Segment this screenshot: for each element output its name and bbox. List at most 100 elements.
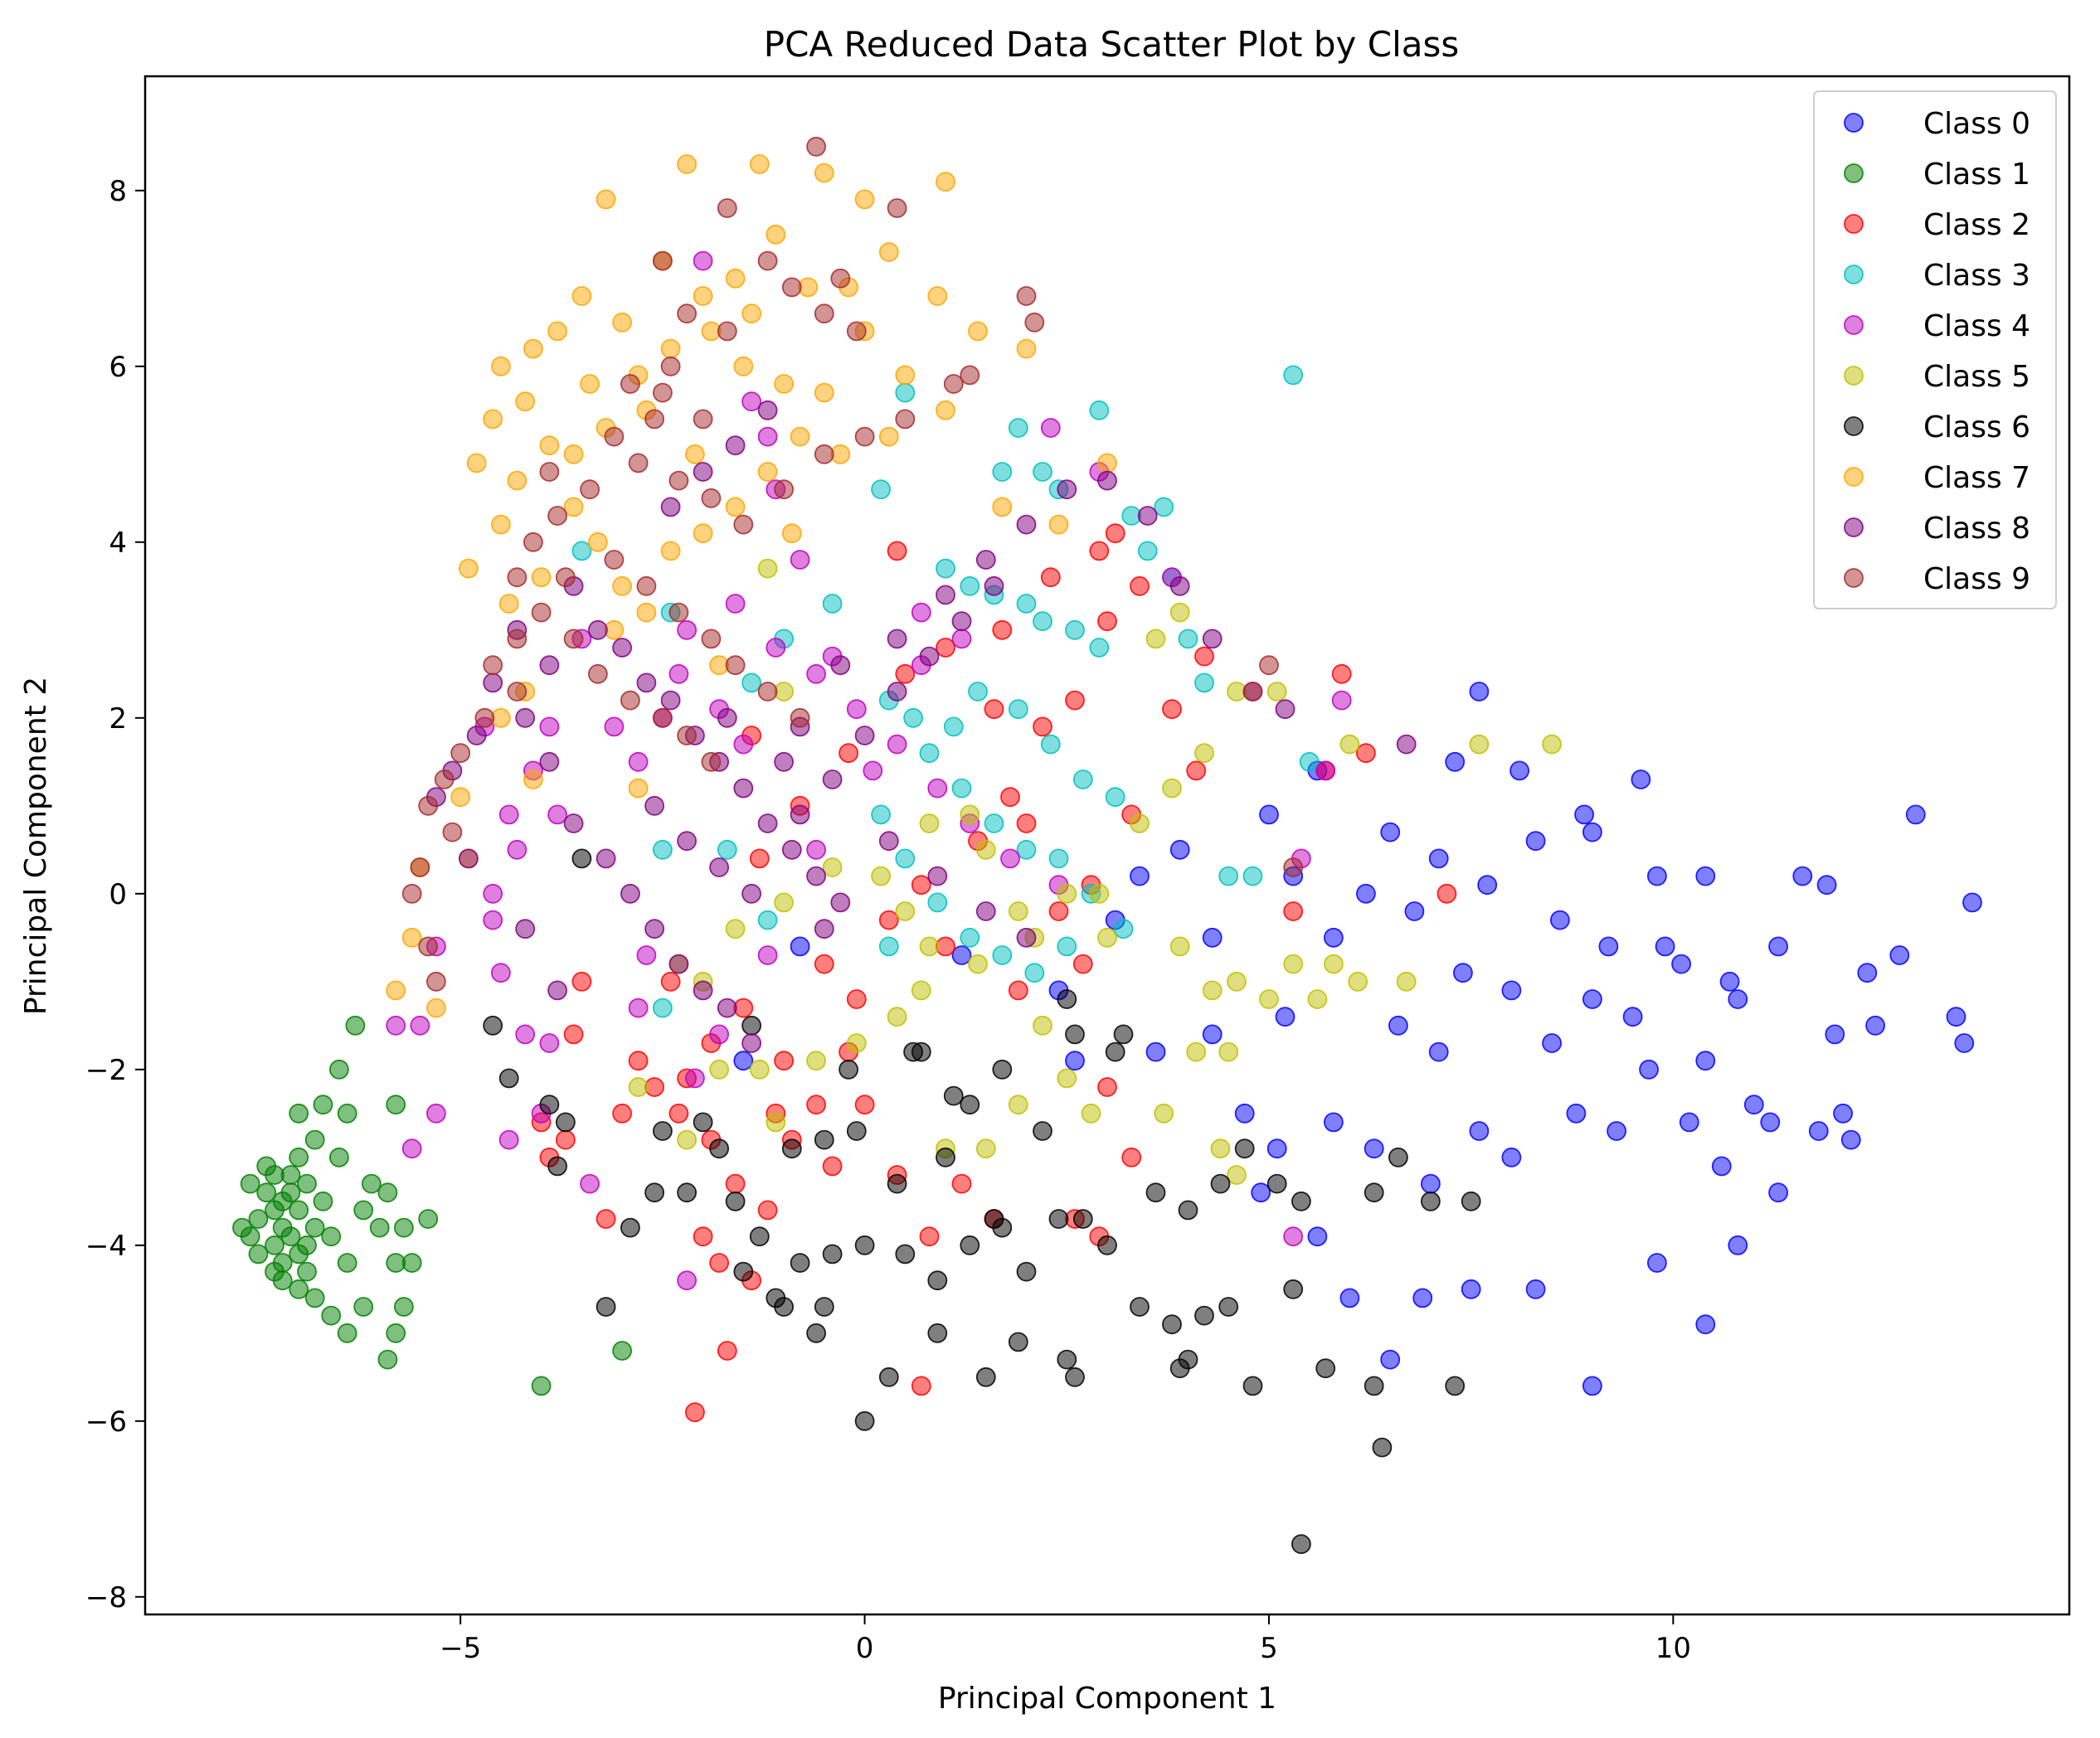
data-point [418,795,439,816]
data-point [871,804,891,825]
data-point [911,602,931,623]
data-point [248,1244,269,1265]
data-point [1768,936,1789,957]
data-point [1251,1182,1271,1203]
data-point [1072,1209,1093,1229]
data-point [1202,927,1223,948]
data-point [1833,1103,1854,1124]
data-point [741,1015,761,1036]
data-point [628,1077,649,1097]
data-point [975,1367,996,1387]
data-point [895,382,916,403]
data-point [1266,682,1287,702]
data-point [1501,980,1522,1001]
data-point [636,602,657,623]
data-point [604,716,625,737]
data-point [1040,418,1061,438]
data-point [297,1261,317,1282]
data-point [459,848,479,869]
data-point [668,470,689,491]
data-point [806,136,826,157]
data-point [1169,602,1190,623]
data-point [1016,594,1037,614]
data-point [345,1015,366,1036]
data-point [1259,655,1279,676]
data-point [790,936,810,957]
data-point [1509,760,1529,781]
data-point [426,1103,446,1124]
data-point [733,1051,754,1071]
data-point [854,189,875,210]
data-point [774,751,794,772]
data-point [588,663,608,684]
data-point [814,1129,834,1150]
data-point [1097,453,1117,473]
data-point [628,453,649,473]
data-point [968,682,988,702]
data-point [822,769,843,789]
data-point [491,963,511,983]
data-point [507,567,527,588]
data-point [677,1182,697,1203]
data-point [563,444,584,464]
data-point [1008,1095,1028,1115]
data-point [1137,541,1158,561]
data-point [677,619,697,640]
data-point [248,1209,269,1229]
data-point [507,839,527,860]
data-point [741,672,761,693]
data-point [1283,1226,1304,1247]
data-point [401,927,422,948]
data-point [685,444,705,464]
data-point [709,1138,729,1159]
data-point [289,1244,309,1265]
data-point [806,1095,826,1115]
legend-item: Class 9 [1844,562,2030,596]
legend-marker [1844,265,1864,284]
data-point [685,1068,705,1089]
data-point [741,303,761,324]
data-point [515,919,536,939]
data-point [1728,1235,1748,1255]
data-point [1768,1182,1789,1203]
data-point [1525,1279,1546,1299]
legend: Class 0 Class 1 Class 2 Class 3 Class 4 Class… [1813,90,2057,609]
data-point [781,839,802,860]
data-point [1210,1138,1231,1159]
data-point [337,1323,357,1343]
data-point [1016,839,1037,860]
data-point [960,927,980,948]
data-point [1582,822,1602,842]
data-point [1461,1279,1481,1299]
data-point [628,778,649,799]
data-point [806,866,826,886]
data-point [386,1015,406,1036]
legend-label: Class 6 [1923,410,2030,444]
data-point [1622,1007,1643,1027]
data-point [757,558,778,579]
data-point [644,409,664,430]
data-point [628,998,649,1018]
data-point [1259,804,1279,825]
data-point [1016,514,1037,535]
legend-marker [1844,568,1864,588]
data-point [936,1147,955,1168]
data-point [1396,971,1417,992]
series-8 [426,400,1417,1053]
data-point [313,1095,333,1115]
data-point [814,444,834,464]
data-point [951,778,972,799]
data-point [766,1112,786,1133]
data-point [644,919,664,939]
data-point [717,839,737,860]
data-point [523,532,543,552]
data-point [539,1033,560,1053]
data-point [459,558,479,579]
data-point [960,804,980,825]
data-point [1315,1358,1336,1379]
data-point [822,594,843,614]
data-point [936,558,955,579]
data-point [240,1173,260,1194]
data-point [895,409,916,430]
data-point [1283,1279,1304,1299]
